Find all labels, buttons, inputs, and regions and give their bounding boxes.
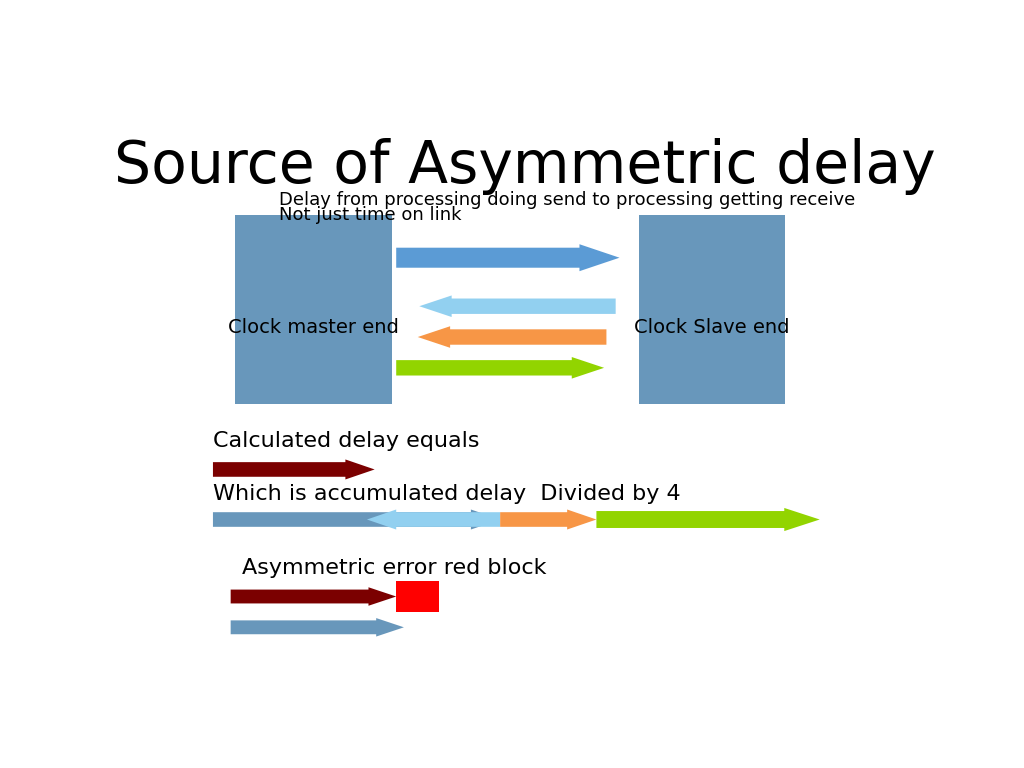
Text: Asymmetric error red block: Asymmetric error red block	[243, 558, 547, 578]
FancyArrow shape	[396, 357, 604, 379]
Text: Not just time on link: Not just time on link	[280, 206, 462, 224]
FancyArrow shape	[213, 459, 375, 479]
FancyArrow shape	[396, 244, 620, 271]
Bar	[234, 215, 392, 404]
Bar	[639, 215, 785, 404]
Text: Delay from processing doing send to processing getting receive: Delay from processing doing send to proc…	[280, 190, 855, 209]
Text: Which is accumulated delay  Divided by 4: Which is accumulated delay Divided by 4	[213, 484, 681, 504]
FancyArrow shape	[213, 509, 500, 529]
FancyArrow shape	[419, 296, 615, 317]
FancyArrow shape	[500, 509, 596, 529]
Text: Calculated delay equals: Calculated delay equals	[213, 431, 479, 451]
FancyArrow shape	[230, 618, 403, 637]
Text: Source of Asymmetric delay: Source of Asymmetric delay	[114, 138, 936, 195]
FancyArrow shape	[418, 326, 606, 348]
Text: Clock Slave end: Clock Slave end	[634, 317, 790, 336]
FancyArrow shape	[367, 509, 500, 529]
Bar	[396, 581, 438, 612]
Text: Clock master end: Clock master end	[227, 317, 398, 336]
FancyArrow shape	[596, 508, 819, 531]
FancyArrow shape	[230, 588, 396, 606]
